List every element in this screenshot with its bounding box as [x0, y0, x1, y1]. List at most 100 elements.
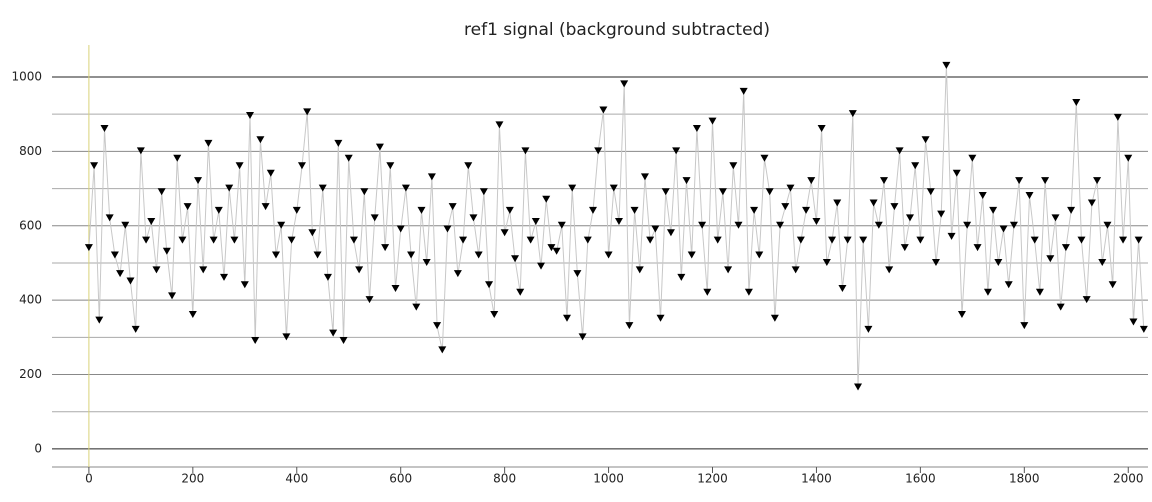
marker [407, 251, 416, 259]
marker [677, 273, 686, 281]
marker [542, 195, 551, 203]
marker [308, 229, 317, 237]
marker [95, 316, 104, 324]
marker [817, 125, 826, 133]
marker [937, 210, 946, 218]
series-line [88, 65, 1145, 388]
marker [614, 218, 623, 226]
marker [885, 266, 894, 274]
marker [926, 188, 935, 196]
marker [396, 225, 405, 233]
marker [1103, 221, 1112, 229]
marker [978, 192, 987, 200]
marker [729, 162, 738, 170]
marker [973, 244, 982, 252]
marker [230, 236, 239, 244]
marker [994, 258, 1003, 266]
marker [162, 247, 171, 255]
x-tick-label: 1200 [697, 472, 728, 486]
marker [968, 154, 977, 162]
marker [1124, 154, 1133, 162]
marker [822, 258, 831, 266]
marker [318, 184, 327, 192]
marker [812, 218, 821, 226]
marker [1035, 288, 1044, 296]
marker [500, 229, 509, 237]
marker [828, 236, 837, 244]
marker [422, 258, 431, 266]
marker [770, 314, 779, 322]
marker [1025, 192, 1034, 200]
marker [256, 136, 265, 144]
marker [297, 162, 306, 170]
marker [744, 288, 753, 296]
y-tick-label: 200 [19, 367, 42, 381]
marker [469, 214, 478, 222]
marker [261, 203, 270, 211]
marker [900, 244, 909, 252]
marker [1056, 303, 1065, 311]
marker [334, 139, 343, 147]
marker [344, 154, 353, 162]
marker [157, 188, 166, 196]
marker [854, 383, 863, 391]
marker [152, 266, 161, 274]
marker [173, 154, 182, 162]
marker [1077, 236, 1086, 244]
marker [479, 188, 488, 196]
marker [360, 188, 369, 196]
marker [718, 188, 727, 196]
marker [547, 244, 556, 252]
marker [687, 251, 696, 259]
marker [620, 80, 629, 88]
marker [563, 314, 572, 322]
marker [474, 251, 483, 259]
marker [1046, 255, 1055, 263]
marker [952, 169, 961, 177]
marker [661, 188, 670, 196]
marker [594, 147, 603, 155]
marker [323, 273, 332, 281]
marker [905, 214, 914, 222]
marker [776, 221, 785, 229]
marker [625, 322, 634, 330]
marker [724, 266, 733, 274]
marker [183, 203, 192, 211]
marker [1067, 206, 1076, 214]
x-tick-label: 1000 [593, 472, 624, 486]
marker [339, 337, 348, 345]
marker [204, 139, 213, 147]
marker [110, 251, 119, 259]
marker [957, 311, 966, 319]
marker [277, 221, 286, 229]
chart-title: ref1 signal (background subtracted) [464, 20, 770, 40]
marker [105, 214, 114, 222]
marker [329, 329, 338, 337]
marker [521, 147, 530, 155]
marker [292, 206, 301, 214]
x-tick-label: 600 [389, 472, 412, 486]
x-tick-label: 200 [181, 472, 204, 486]
marker [240, 281, 249, 289]
marker [142, 236, 151, 244]
marker [511, 255, 520, 263]
marker [802, 206, 811, 214]
y-tick-label: 0 [34, 441, 42, 455]
marker [443, 225, 452, 233]
marker [391, 284, 400, 292]
marker [786, 184, 795, 192]
marker [911, 162, 920, 170]
marker [692, 125, 701, 133]
marker [750, 206, 759, 214]
marker [1108, 281, 1117, 289]
y-tick-label: 600 [19, 218, 42, 232]
marker [999, 225, 1008, 233]
marker [251, 337, 260, 345]
marker [1113, 113, 1122, 121]
marker [375, 143, 384, 151]
marker [1093, 177, 1102, 185]
marker [365, 296, 374, 304]
marker [178, 236, 187, 244]
x-tick-label: 800 [493, 472, 516, 486]
marker [1015, 177, 1024, 185]
